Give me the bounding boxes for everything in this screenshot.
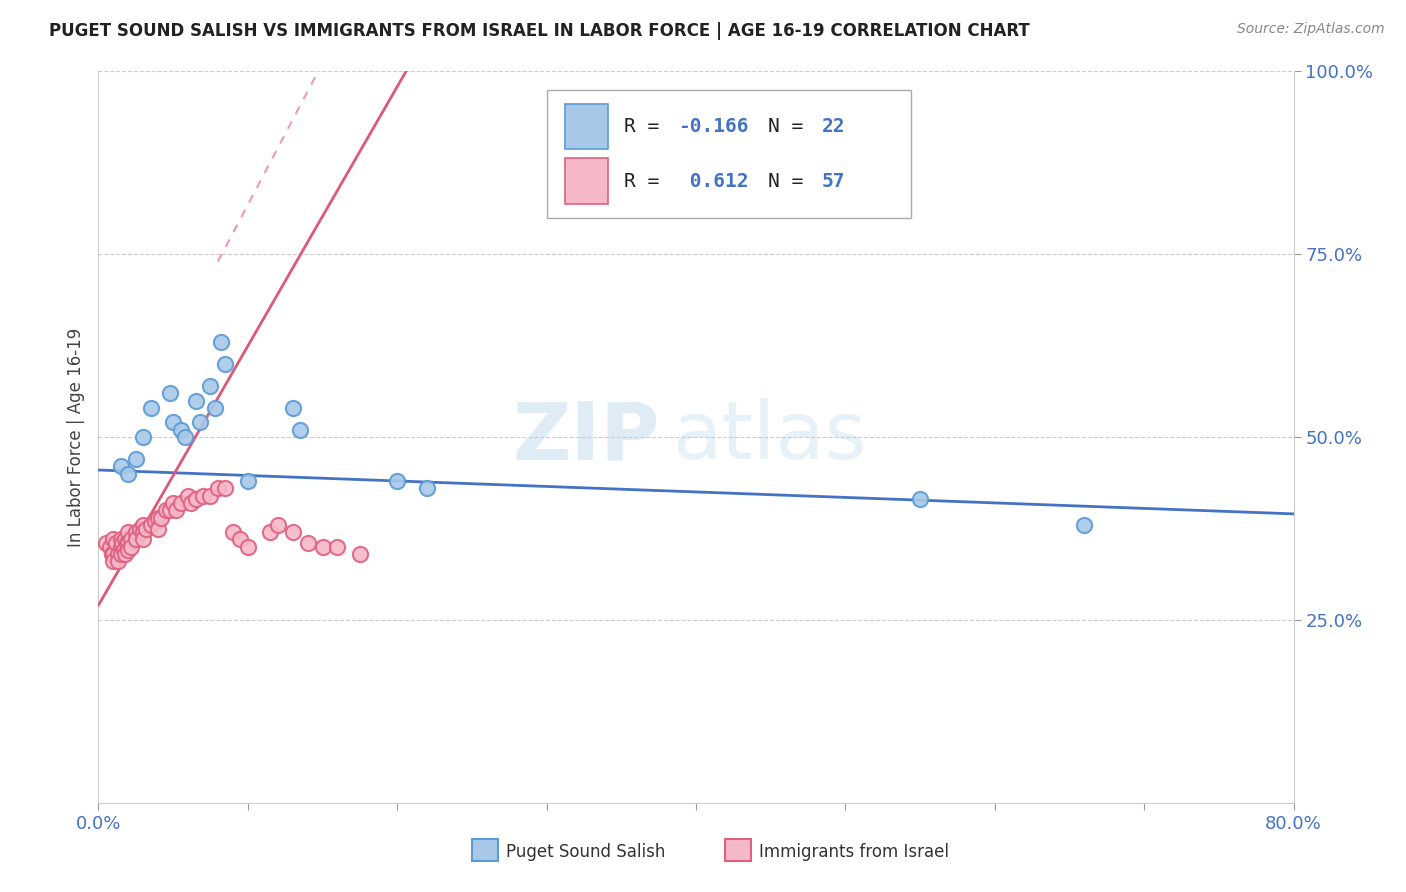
Point (107, 547, 129, 561)
Point (94, 536, 117, 550)
Point (200, 489, 222, 503)
Point (111, 536, 134, 550)
Point (132, 517, 155, 532)
Point (110, 547, 132, 561)
Y-axis label: In Labor Force | Age 16-19: In Labor Force | Age 16-19 (66, 327, 84, 547)
Text: R =: R = (624, 171, 671, 191)
Point (297, 536, 319, 550)
Point (107, 554, 129, 568)
Point (103, 554, 125, 568)
Point (214, 357, 236, 371)
Point (110, 533, 132, 547)
Point (114, 533, 136, 547)
Text: Immigrants from Israel: Immigrants from Israel (759, 843, 949, 861)
Point (214, 481, 236, 495)
Point (207, 481, 229, 495)
Point (120, 540, 142, 554)
Point (143, 514, 166, 528)
Point (165, 503, 187, 517)
Point (115, 536, 138, 550)
Point (139, 517, 162, 532)
Text: 57: 57 (821, 171, 845, 191)
Point (267, 517, 290, 532)
Point (101, 547, 124, 561)
Point (159, 503, 181, 517)
Point (132, 533, 155, 547)
Point (281, 401, 304, 415)
Point (281, 525, 304, 540)
Text: Source: ZipAtlas.com: Source: ZipAtlas.com (1237, 22, 1385, 37)
Point (139, 401, 162, 415)
Point (148, 521, 170, 535)
Point (110, 540, 132, 554)
Text: PUGET SOUND SALISH VS IMMIGRANTS FROM ISRAEL IN LABOR FORCE | AGE 16-19 CORRELAT: PUGET SOUND SALISH VS IMMIGRANTS FROM IS… (49, 22, 1031, 40)
Point (162, 496, 184, 510)
Point (135, 521, 157, 535)
Point (155, 503, 177, 517)
Point (103, 547, 125, 561)
Point (169, 423, 191, 437)
Text: N =: N = (768, 171, 814, 191)
Point (908, 492, 931, 507)
Point (184, 492, 207, 507)
Point (204, 401, 226, 415)
Text: atlas: atlas (672, 398, 866, 476)
Point (174, 430, 197, 444)
Point (150, 510, 173, 524)
Point (188, 416, 211, 430)
Point (117, 467, 139, 481)
Point (229, 533, 252, 547)
Point (177, 489, 200, 503)
Point (98, 540, 122, 554)
Point (125, 525, 148, 540)
Point (1073, 517, 1095, 532)
Point (148, 510, 170, 524)
Point (112, 543, 135, 558)
Point (349, 547, 371, 561)
Point (129, 521, 152, 535)
Text: Puget Sound Salish: Puget Sound Salish (506, 843, 665, 861)
Point (162, 416, 184, 430)
Point (117, 525, 139, 540)
FancyBboxPatch shape (547, 90, 911, 218)
Point (209, 334, 232, 349)
Text: N =: N = (768, 117, 814, 136)
Point (236, 474, 259, 488)
FancyBboxPatch shape (565, 103, 607, 149)
Point (236, 540, 259, 554)
Point (117, 536, 139, 550)
Point (385, 474, 409, 488)
Point (184, 393, 207, 408)
Point (132, 430, 155, 444)
Point (132, 525, 155, 540)
Point (114, 547, 136, 561)
Point (200, 379, 222, 393)
Point (125, 452, 148, 467)
Point (191, 489, 214, 503)
Point (169, 496, 191, 510)
Point (159, 386, 181, 401)
Point (259, 525, 281, 540)
Text: -0.166: -0.166 (678, 117, 748, 136)
Point (222, 525, 245, 540)
Text: 22: 22 (821, 117, 845, 136)
Text: 0.612: 0.612 (678, 171, 748, 191)
Point (326, 540, 349, 554)
Point (105, 536, 128, 550)
Point (110, 459, 132, 474)
Point (120, 533, 142, 547)
Point (311, 540, 333, 554)
Point (103, 533, 125, 547)
Point (288, 423, 311, 437)
FancyBboxPatch shape (565, 159, 607, 203)
Point (125, 533, 148, 547)
Text: ZIP: ZIP (513, 398, 661, 476)
Text: R =: R = (624, 117, 671, 136)
Point (416, 481, 439, 495)
Point (117, 543, 139, 558)
Point (180, 496, 202, 510)
